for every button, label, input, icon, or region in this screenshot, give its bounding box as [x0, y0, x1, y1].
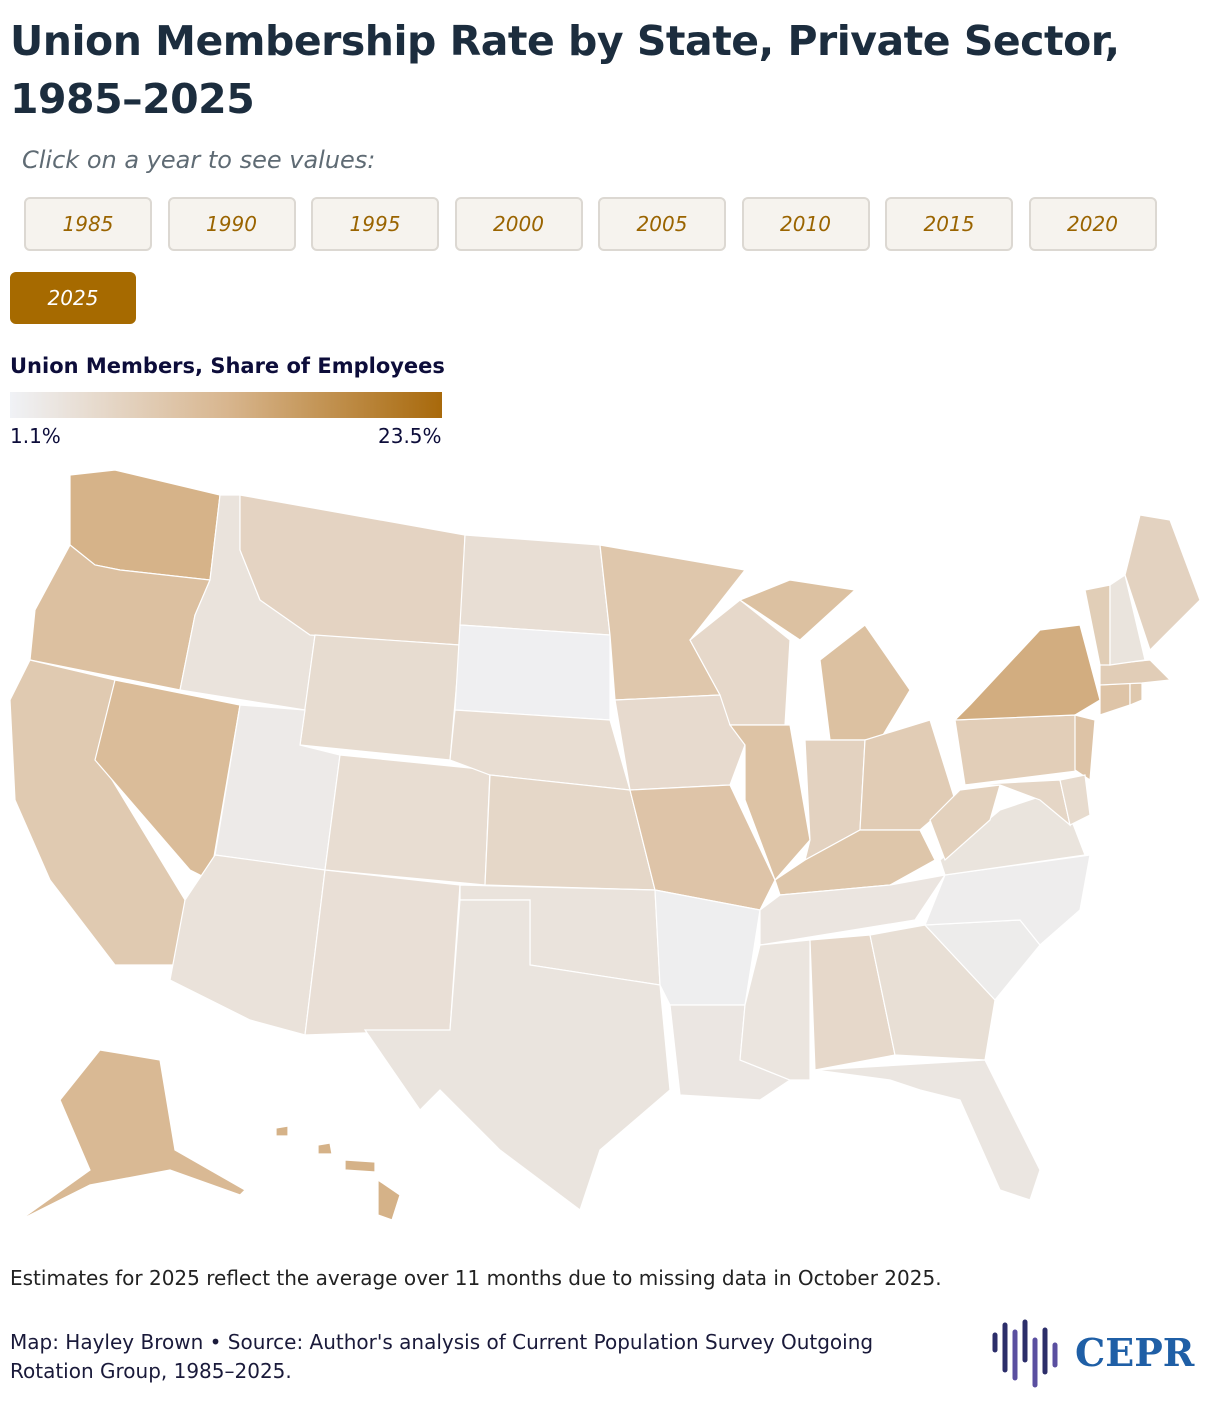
state	[929, 784, 1001, 862]
state	[964, 779, 1071, 827]
state	[169, 854, 326, 1036]
state	[19, 1049, 246, 1221]
state	[814, 1059, 1041, 1201]
state	[484, 774, 656, 891]
state	[1059, 774, 1091, 826]
year-button[interactable]: 1985	[24, 197, 152, 251]
state	[819, 624, 911, 741]
state	[738, 579, 857, 641]
year-button[interactable]: 2015	[885, 197, 1013, 251]
state	[1129, 682, 1143, 706]
year-button[interactable]: 1990	[167, 197, 296, 251]
year-button[interactable]: 2020	[1028, 197, 1157, 251]
year-button[interactable]: 2005	[598, 197, 726, 251]
year-button[interactable]: 1995	[311, 197, 439, 251]
state	[1124, 514, 1201, 652]
state	[654, 889, 761, 1006]
state	[304, 869, 461, 1036]
note: Estimates for 2025 reflect the average o…	[10, 1266, 942, 1290]
state	[363, 899, 671, 1211]
logo: CEPR	[1075, 1330, 1195, 1375]
state	[1099, 682, 1131, 716]
legend-title: Union Members, Share of Employees	[10, 354, 445, 378]
state	[459, 534, 611, 636]
state	[317, 1142, 333, 1155]
year-button[interactable]: 2000	[454, 197, 583, 251]
state	[324, 754, 491, 886]
state	[869, 924, 996, 1061]
state	[1084, 584, 1111, 666]
legend-label: 23.5%	[378, 424, 442, 448]
state	[377, 1178, 401, 1221]
state	[954, 714, 1086, 786]
cepr-icon	[992, 1319, 1058, 1388]
title: Union Membership Rate by State, Private …	[10, 17, 1120, 123]
state	[1074, 714, 1096, 782]
legend-bar	[10, 392, 442, 418]
state	[275, 1125, 289, 1137]
state	[1109, 574, 1146, 666]
prompt: Click on a year to see values:	[22, 146, 376, 174]
state	[344, 1159, 376, 1173]
state	[614, 694, 746, 791]
state	[924, 854, 1091, 946]
legend-label: 1.1%	[10, 424, 61, 448]
state	[629, 784, 776, 911]
state	[953, 624, 1101, 721]
year-button[interactable]: 2010	[741, 197, 870, 251]
state	[94, 679, 241, 881]
credit: Map: Hayley Brown • Source: Author's ana…	[10, 1330, 874, 1383]
state	[299, 634, 461, 761]
year-button[interactable]: 2025	[10, 272, 136, 324]
state	[454, 624, 611, 721]
